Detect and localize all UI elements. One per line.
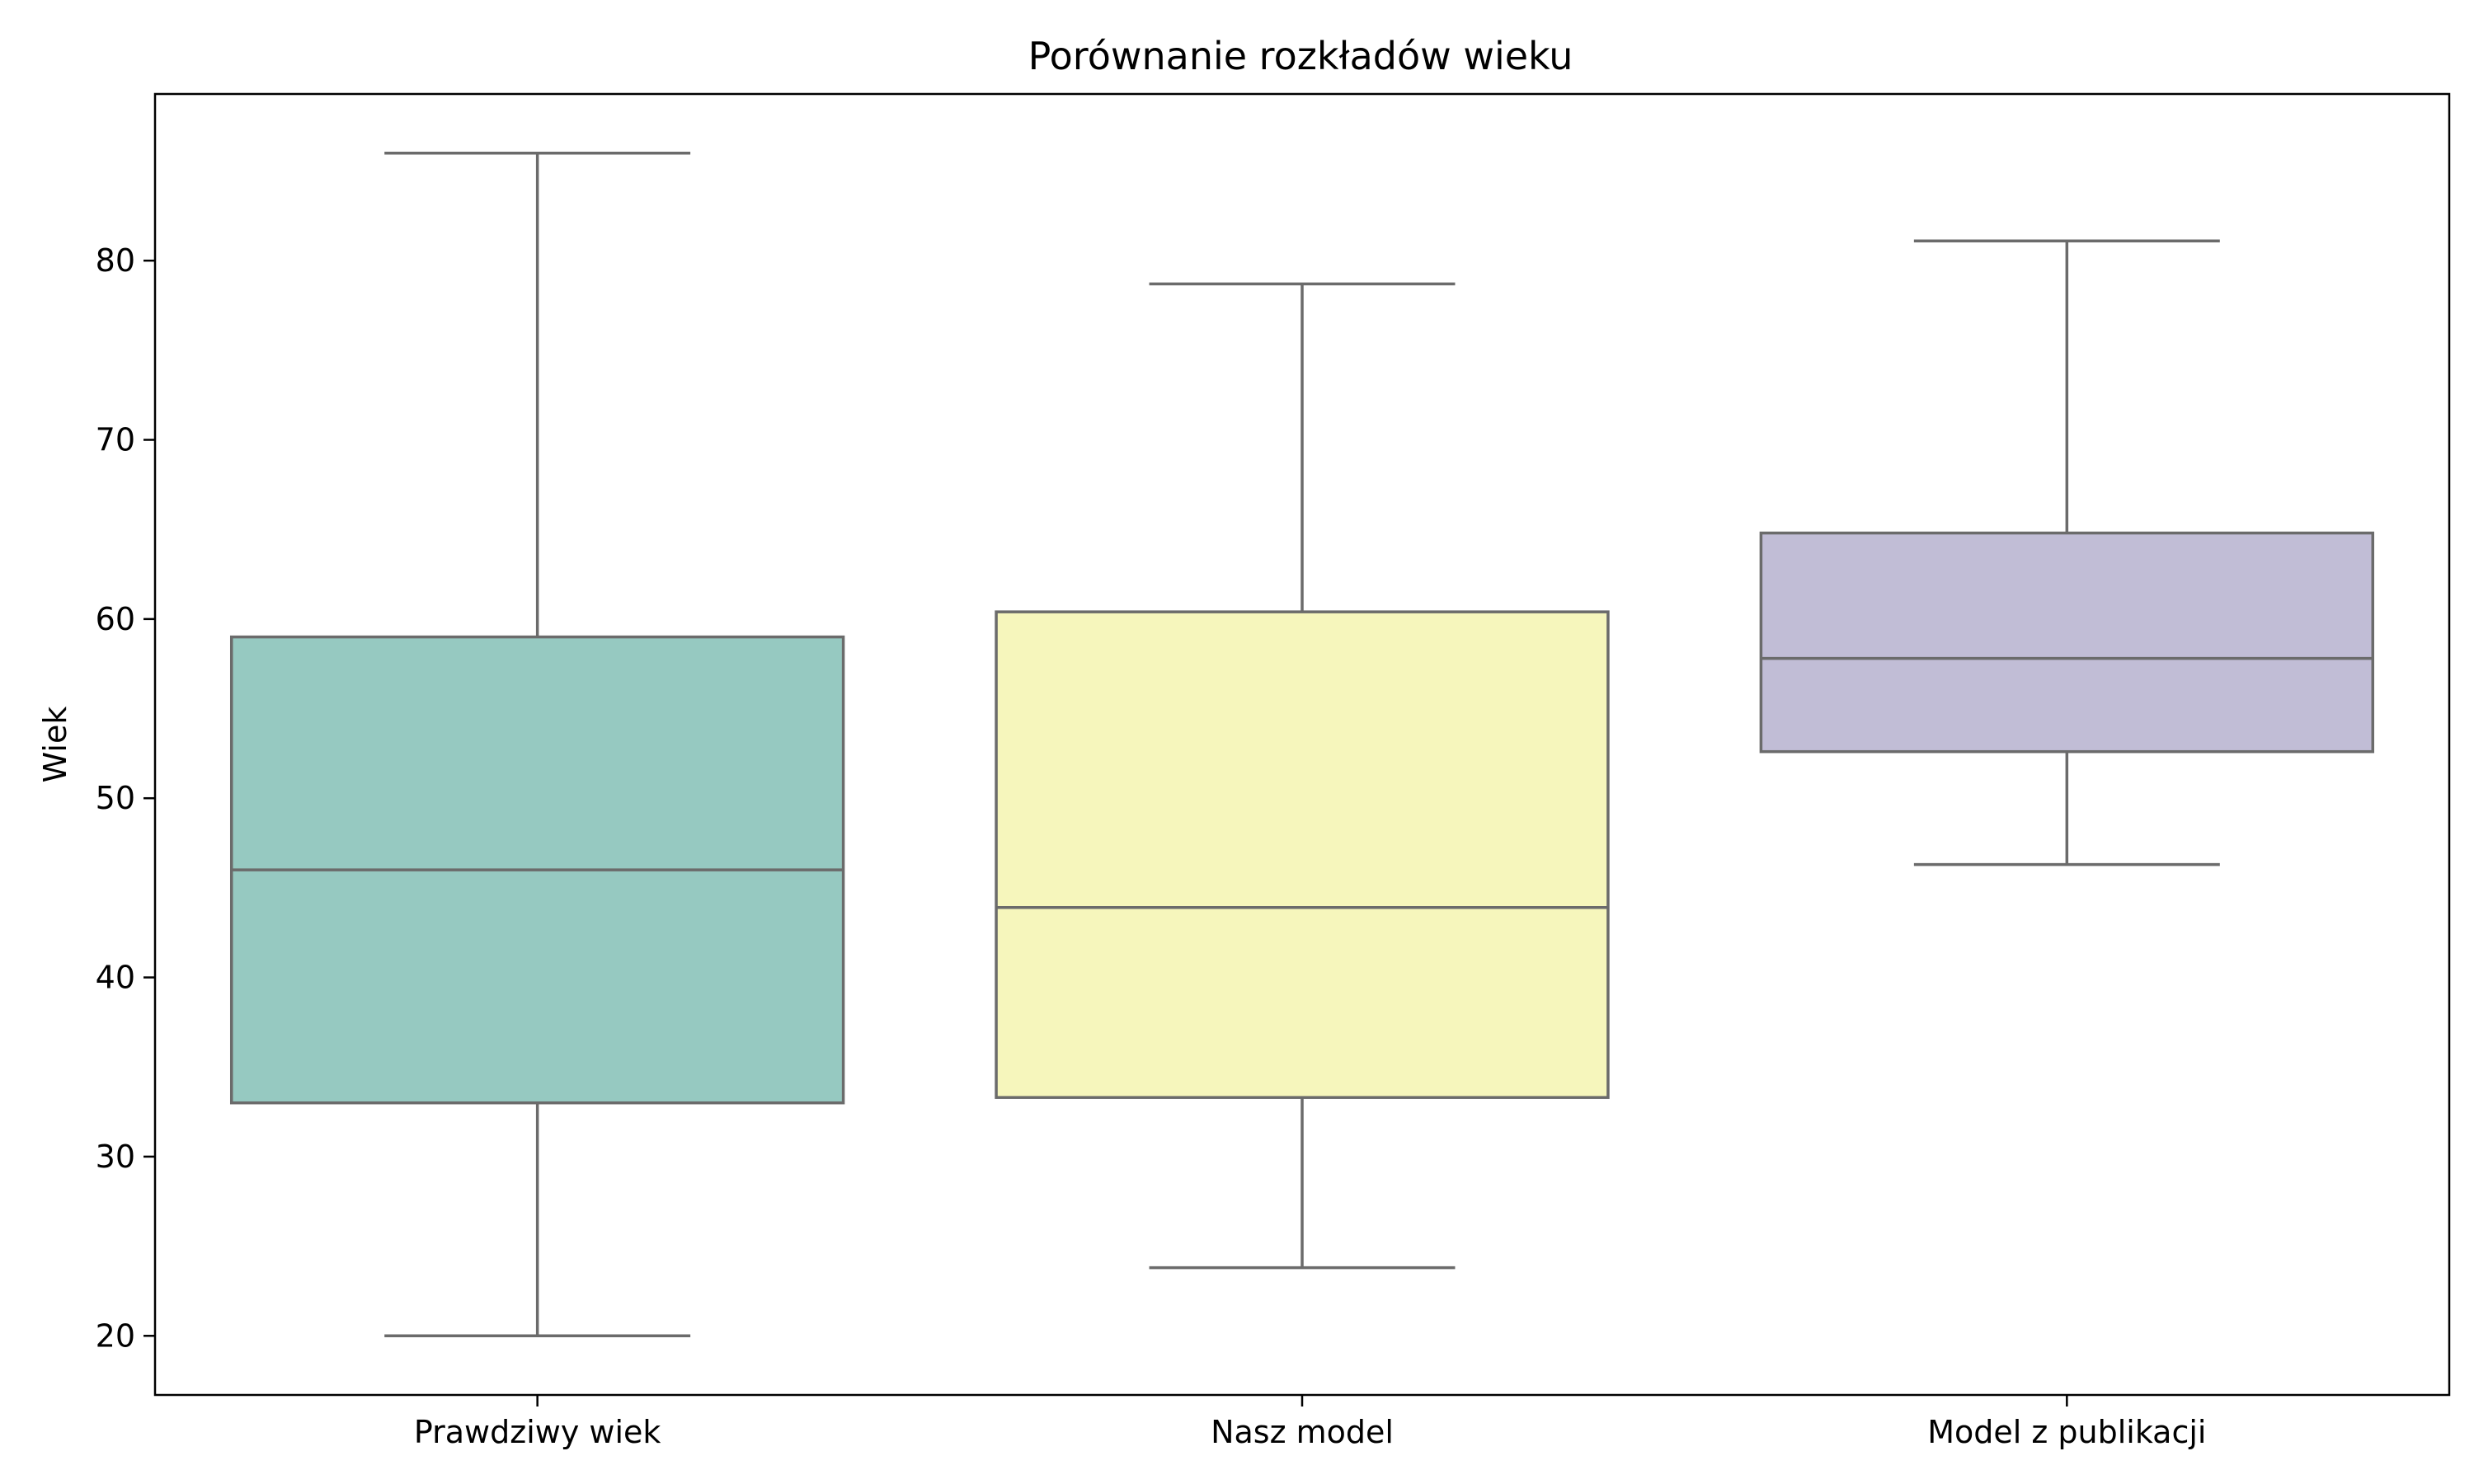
plot-area: 20 30 40 50 60 70 80 Prawdziwy wiek Nasz model Mo…: [96, 92, 2451, 1450]
y-tick-label: 80: [96, 242, 135, 279]
y-tick-label: 60: [96, 601, 135, 637]
box-2: [1759, 531, 2375, 754]
y-axis-label: Wiek: [37, 707, 73, 783]
chart-title: Porównanie rozkładów wieku: [1028, 34, 1573, 78]
y-tick-label: 30: [96, 1139, 135, 1175]
y-tick-label: 40: [96, 960, 135, 996]
x-tick-label: Model z publikacji: [1927, 1414, 2206, 1450]
x-tick-label: Nasz model: [1211, 1414, 1394, 1450]
x-tick-label: Prawdziwy wiek: [414, 1414, 661, 1450]
y-tick-label: 70: [96, 421, 135, 458]
y-tick-label: 20: [96, 1317, 135, 1354]
box-1: [995, 610, 1610, 1099]
y-tick-label: 50: [96, 780, 135, 816]
